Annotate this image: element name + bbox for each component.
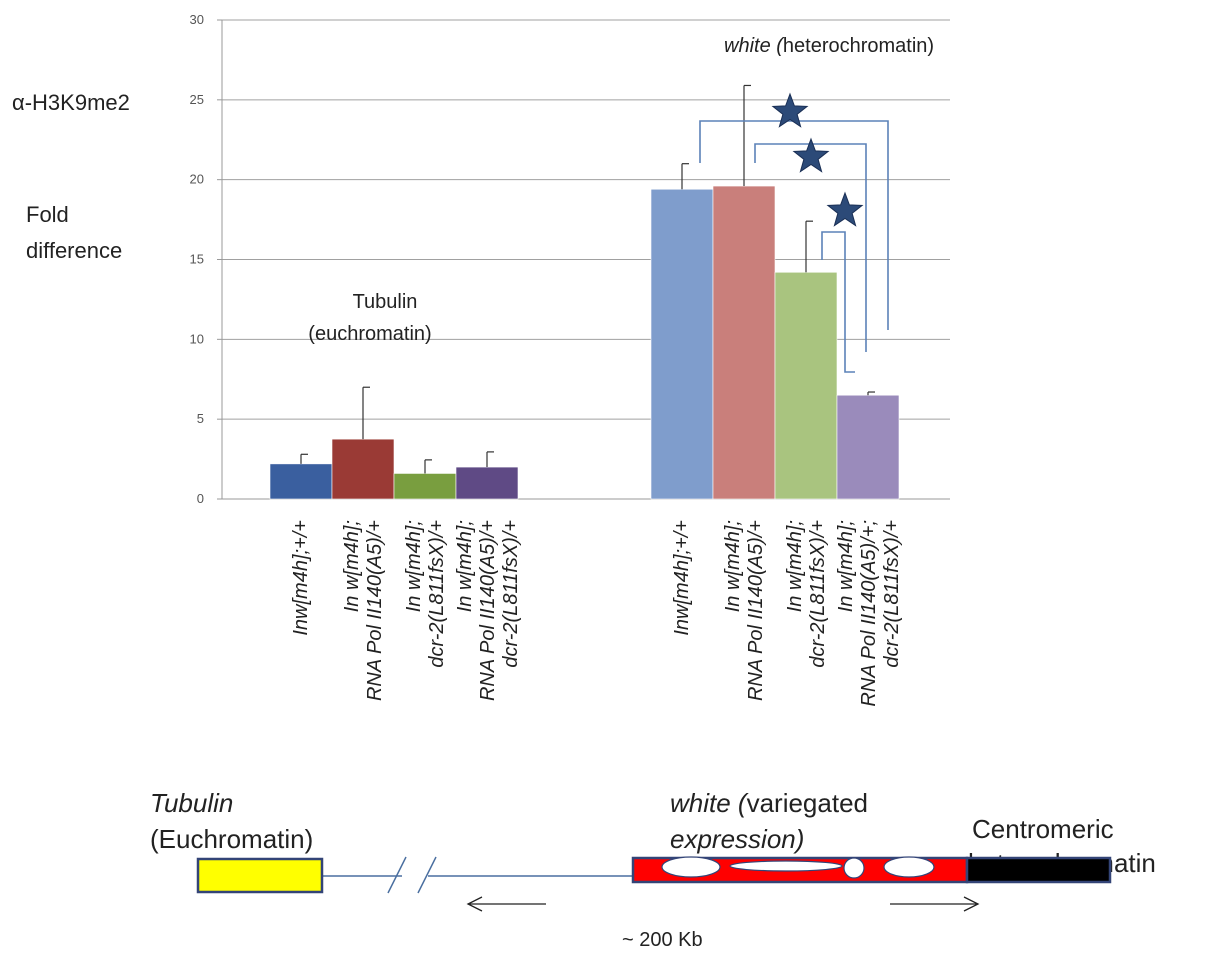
- category-label-line: RNA Pol II140(A5)/+;: [858, 520, 880, 707]
- category-label-line: dcr-2(L811fsX)/+: [500, 520, 522, 668]
- bar: [455, 466, 519, 500]
- y-tick-label: 25: [190, 92, 204, 107]
- diagram-tubulin-sub: (Euchromatin): [150, 824, 313, 854]
- category-label: In w[m4h];RNA Pol II140(A5)/+: [722, 520, 767, 701]
- star-icon: [792, 137, 830, 173]
- category-label: In w[m4h];dcr-2(L811fsX)/+: [403, 520, 448, 668]
- exon-shape: [843, 857, 865, 879]
- bar: [331, 438, 395, 500]
- bar: [393, 473, 457, 500]
- category-label-line: In w[m4h];: [403, 520, 425, 612]
- diagram-tubulin-title: Tubulin: [150, 788, 233, 818]
- category-labels: Inw[m4h];+/+ In w[m4h];RNA Pol II140(A5)/…: [290, 520, 903, 707]
- bar: [650, 188, 714, 500]
- bar: [774, 271, 838, 500]
- category-label-line: dcr-2(L811fsX)/+: [426, 520, 448, 668]
- diagram-white-title: white (variegated: [670, 788, 868, 818]
- bar: [269, 463, 333, 500]
- y-label-line1: Fold: [26, 202, 69, 227]
- y-tick-label: 0: [197, 491, 204, 506]
- y-tick-label: 30: [190, 12, 204, 27]
- group-label-white: white (heterochromatin): [724, 35, 934, 57]
- category-label-line: Inw[m4h];+/+: [671, 520, 693, 636]
- white-gene-exons: [661, 856, 935, 879]
- chromosome-break-1: [387, 856, 407, 894]
- exon-shape: [883, 856, 935, 878]
- category-label-line: RNA Pol II140(A5)/+: [477, 520, 499, 701]
- diagram-white-rest: variegated: [747, 788, 868, 818]
- y-tick-label: 10: [190, 331, 204, 346]
- bar: [712, 185, 776, 500]
- arrow-right-head: [963, 896, 980, 912]
- category-label-line: In w[m4h];: [835, 520, 857, 612]
- category-label: Inw[m4h];+/+: [290, 520, 312, 636]
- y-label-line2: difference: [26, 238, 122, 263]
- group-label-white-italic: white (: [724, 35, 785, 57]
- category-label-line: dcr-2(L811fsX)/+: [881, 520, 903, 668]
- category-label-line: RNA Pol II140(A5)/+: [745, 520, 767, 701]
- category-label-line: In w[m4h];: [454, 520, 476, 612]
- chromosome-break-2: [417, 856, 437, 894]
- category-label-line: In w[m4h];: [341, 520, 363, 612]
- category-label: In w[m4h];RNA Pol II140(A5)/+dcr-2(L811f…: [454, 520, 522, 701]
- category-label-line: In w[m4h];: [722, 520, 744, 612]
- heterochromatin-box: [965, 856, 1112, 884]
- bracket-3-vs-4: [821, 231, 855, 373]
- distance-arrows: [466, 896, 980, 912]
- group-label-tubulin-line2: (euchromatin): [308, 323, 431, 345]
- category-label-line: RNA Pol II140(A5)/+: [364, 520, 386, 701]
- y-ticks: 0 5 10 15 20 25 30: [190, 12, 222, 506]
- y-label-prefix: α-H3K9me2: [12, 90, 130, 115]
- y-tick-label: 15: [190, 252, 204, 267]
- bar: [836, 394, 900, 500]
- group-label-tubulin-line1: Tubulin: [353, 291, 418, 313]
- exon-shape: [661, 856, 721, 878]
- bars-layer: [269, 185, 900, 500]
- category-label-line: Inw[m4h];+/+: [290, 520, 312, 636]
- diagram-white-italic: white (: [670, 788, 749, 818]
- error-bars-layer: [300, 84, 875, 474]
- group-label-white-rest: heterochromatin): [783, 35, 934, 57]
- category-label-line: In w[m4h];: [784, 520, 806, 612]
- category-label-line: dcr-2(L811fsX)/+: [807, 520, 829, 668]
- significance-stars: [771, 92, 864, 227]
- star-icon: [826, 191, 864, 227]
- category-label: Inw[m4h];+/+: [671, 520, 693, 636]
- diagram-centromeric-line1: Centromeric: [972, 814, 1114, 844]
- star-icon: [771, 92, 809, 128]
- category-label: In w[m4h];RNA Pol II140(A5)/+: [341, 520, 386, 701]
- tubulin-gene-box: [196, 857, 324, 894]
- diagram-white-sub: expression): [670, 824, 804, 854]
- y-tick-label: 20: [190, 172, 204, 187]
- y-tick-label: 5: [197, 411, 204, 426]
- arrow-left-head: [466, 896, 483, 912]
- exon-shape: [729, 860, 843, 872]
- category-label: In w[m4h];RNA Pol II140(A5)/+;dcr-2(L811…: [835, 520, 903, 707]
- category-label: In w[m4h];dcr-2(L811fsX)/+: [784, 520, 829, 668]
- distance-label: ~ 200 Kb: [622, 929, 703, 951]
